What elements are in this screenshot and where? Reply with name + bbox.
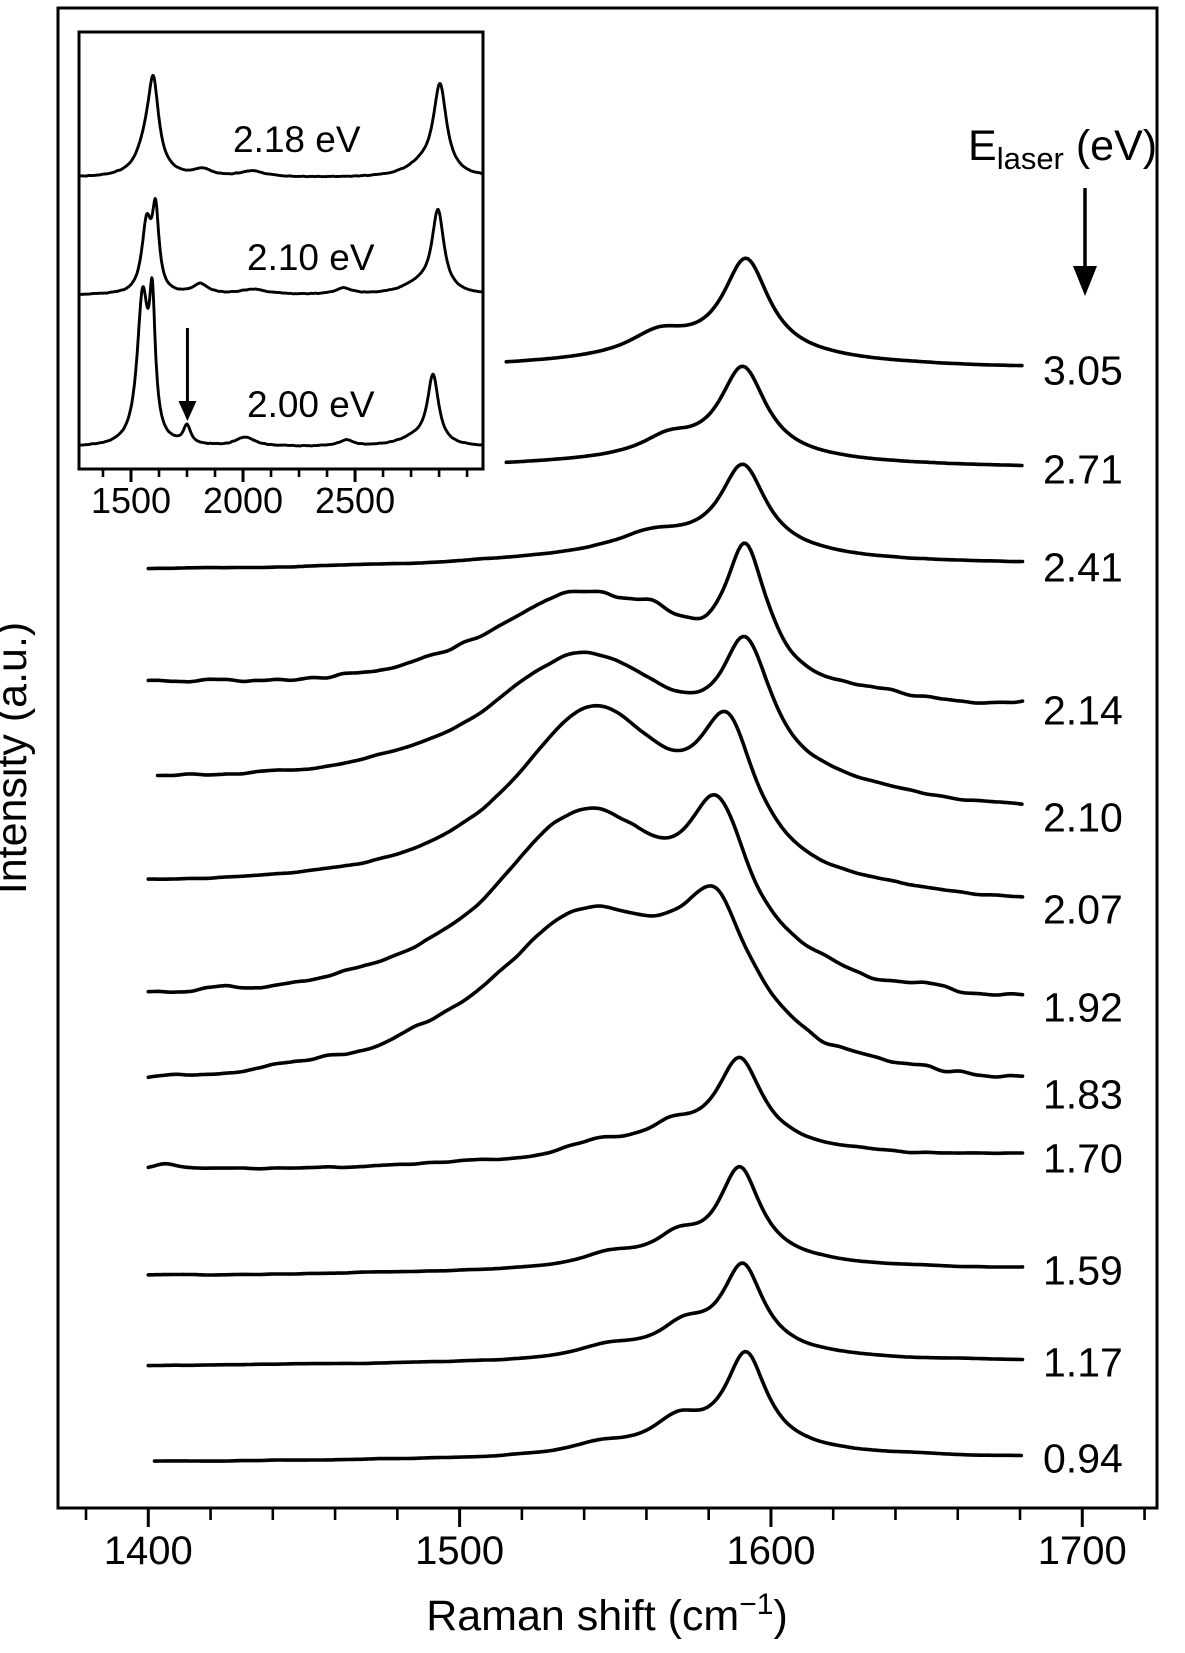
inset-series-label-2.1: 2.10 eV xyxy=(247,237,375,278)
inset-series-label-2.18: 2.18 eV xyxy=(233,119,361,160)
series-label-2.41: 2.41 xyxy=(1043,544,1123,590)
spectrum-curve-1.17 xyxy=(146,1261,1025,1368)
inset-x-tick-label: 1500 xyxy=(91,480,171,521)
series-label-1.92: 1.92 xyxy=(1043,984,1123,1030)
inset-series-label-2: 2.00 eV xyxy=(247,384,375,425)
x-axis-title: Raman shift (cm−1) xyxy=(426,1588,788,1640)
spectrum-curve-2.41 xyxy=(146,462,1025,571)
main-x-tick-label: 1700 xyxy=(1038,1529,1127,1573)
spectrum-curve-1.92 xyxy=(146,793,1025,997)
inset-x-tick-label: 2000 xyxy=(203,480,283,521)
spectrum-curve-2.1 xyxy=(77,197,485,296)
elaser-legend-label: Elaser (eV) xyxy=(968,122,1157,176)
main-x-tick-label: 1400 xyxy=(104,1529,193,1573)
series-label-1.17: 1.17 xyxy=(1043,1339,1123,1385)
y-axis-title: Intensity (a.u.) xyxy=(0,622,36,894)
spectrum-curve-2.18 xyxy=(77,73,485,179)
spectrum-curve-2 xyxy=(77,276,485,448)
series-label-2.14: 2.14 xyxy=(1043,687,1123,733)
spectrum-curve-1.7 xyxy=(146,1055,1025,1171)
spectrum-curve-1.59 xyxy=(146,1164,1025,1277)
spectrum-curve-2.71 xyxy=(504,364,1024,468)
series-label-2.71: 2.71 xyxy=(1043,446,1123,492)
series-label-1.59: 1.59 xyxy=(1043,1247,1123,1293)
series-label-2.07: 2.07 xyxy=(1043,886,1123,932)
main-x-tick-label: 1600 xyxy=(726,1529,815,1573)
spectrum-curve-2.1 xyxy=(155,634,1024,806)
series-label-3.05: 3.05 xyxy=(1043,347,1123,393)
main-x-tick-label: 1500 xyxy=(415,1529,504,1573)
series-label-2.1: 2.10 xyxy=(1043,794,1123,840)
spectrum-curve-2.07 xyxy=(146,703,1025,899)
inset-peak-arrow-icon xyxy=(178,328,197,421)
inset-frame xyxy=(77,30,485,471)
main-frame xyxy=(56,6,1159,1510)
inset-plot: 1500 2000 2500 2.18 eV 2.10 eV 2.00 eV xyxy=(77,30,485,521)
series-label-0.94: 0.94 xyxy=(1043,1435,1123,1481)
elaser-direction-arrow-icon xyxy=(1073,188,1097,296)
main-plot: 1400 1500 1600 1700 3.05 2.71 2.41 2.14 2.10 2.07… xyxy=(56,6,1159,1573)
series-label-1.83: 1.83 xyxy=(1043,1071,1123,1117)
spectrum-curve-3.05 xyxy=(504,256,1024,368)
spectrum-curve-0.94 xyxy=(152,1349,1024,1463)
spectrum-curve-1.83 xyxy=(146,884,1025,1080)
inset-x-tick-label: 2500 xyxy=(315,480,395,521)
series-label-1.7: 1.70 xyxy=(1043,1135,1123,1181)
spectrum-curve-2.14 xyxy=(146,541,1025,705)
